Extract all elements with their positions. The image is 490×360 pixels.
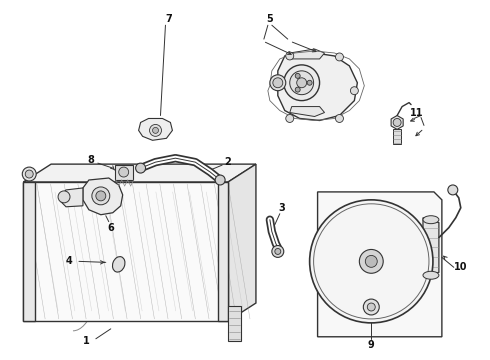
Circle shape: [275, 248, 281, 255]
Circle shape: [273, 78, 283, 88]
Circle shape: [295, 73, 300, 78]
Circle shape: [25, 170, 33, 178]
Polygon shape: [423, 218, 439, 277]
Polygon shape: [377, 248, 415, 277]
Text: 10: 10: [454, 262, 467, 272]
Circle shape: [152, 127, 158, 133]
Circle shape: [270, 75, 286, 91]
Circle shape: [448, 185, 458, 195]
Polygon shape: [228, 306, 241, 341]
Circle shape: [149, 125, 162, 136]
Polygon shape: [218, 182, 228, 321]
Polygon shape: [278, 53, 357, 121]
Circle shape: [96, 191, 106, 201]
Ellipse shape: [113, 257, 125, 272]
Circle shape: [359, 249, 383, 273]
Text: 9: 9: [368, 340, 375, 350]
Circle shape: [366, 255, 377, 267]
Polygon shape: [327, 246, 366, 275]
Circle shape: [350, 87, 358, 95]
Polygon shape: [115, 165, 133, 180]
Polygon shape: [23, 182, 35, 321]
Circle shape: [22, 167, 36, 181]
Circle shape: [136, 163, 146, 173]
Text: 1: 1: [82, 336, 89, 346]
Circle shape: [368, 303, 375, 311]
Polygon shape: [318, 192, 442, 337]
Circle shape: [272, 246, 284, 257]
Circle shape: [286, 52, 294, 60]
Ellipse shape: [423, 216, 439, 224]
Circle shape: [363, 299, 379, 315]
Circle shape: [336, 114, 343, 122]
Text: 7: 7: [165, 14, 172, 24]
Circle shape: [290, 71, 314, 95]
Ellipse shape: [423, 271, 439, 279]
Polygon shape: [23, 164, 256, 182]
Text: 8: 8: [87, 155, 94, 165]
Polygon shape: [290, 49, 324, 59]
Text: 6: 6: [107, 222, 114, 233]
Circle shape: [215, 175, 225, 185]
Text: 3: 3: [278, 203, 285, 213]
Text: 4: 4: [66, 256, 73, 266]
Circle shape: [310, 200, 433, 323]
Polygon shape: [61, 188, 83, 207]
Circle shape: [119, 167, 129, 177]
Circle shape: [295, 87, 300, 92]
Polygon shape: [83, 178, 122, 215]
Circle shape: [297, 78, 307, 88]
Polygon shape: [355, 267, 385, 305]
Text: 2: 2: [225, 157, 231, 167]
Circle shape: [92, 187, 110, 205]
Circle shape: [58, 191, 70, 203]
Circle shape: [286, 114, 294, 122]
Polygon shape: [228, 164, 256, 321]
Polygon shape: [358, 217, 387, 255]
Polygon shape: [139, 118, 172, 140]
Polygon shape: [391, 116, 403, 129]
Circle shape: [336, 53, 343, 61]
Polygon shape: [290, 107, 324, 117]
Text: 11: 11: [410, 108, 424, 117]
Circle shape: [307, 80, 312, 85]
Circle shape: [393, 118, 401, 126]
Text: 5: 5: [267, 14, 273, 24]
Polygon shape: [393, 129, 401, 144]
Polygon shape: [23, 182, 228, 321]
Circle shape: [284, 65, 319, 100]
